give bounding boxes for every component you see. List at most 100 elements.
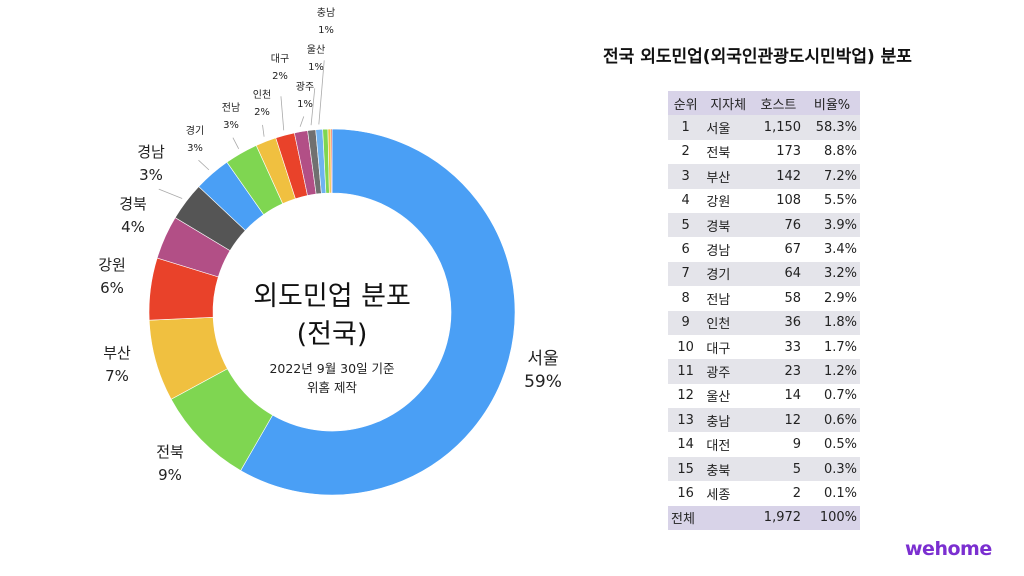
table-cell: 9 — [668, 310, 704, 335]
table-cell: 0.6% — [804, 408, 860, 433]
table-cell: 1.2% — [804, 359, 860, 384]
table-cell: 33 — [784, 339, 802, 355]
slice-pct-label: 1% — [318, 25, 334, 36]
table-row: 15 충북 5 0.3% — [668, 456, 860, 482]
table-cell: 경기 — [703, 261, 753, 287]
table-cell: 5 — [668, 212, 704, 238]
slice-서울 — [240, 128, 516, 496]
table-cell: 11 — [668, 359, 704, 384]
table-cell: 1 — [668, 115, 704, 140]
slice-label: 부산 — [103, 344, 131, 362]
table-cell: 0.3% — [804, 456, 860, 482]
table-cell: 경북 — [703, 212, 753, 238]
table-cell: 7 — [668, 261, 704, 287]
leader-line — [318, 60, 325, 125]
table-cell: 142 — [752, 164, 805, 189]
table-cell: 강원 — [706, 195, 731, 211]
table-cell: 173 — [776, 144, 802, 160]
slice-pct-label: 9% — [158, 466, 182, 484]
table-cell: 15 — [668, 456, 704, 482]
table-cell: 2.9% — [823, 290, 857, 306]
table-row: 5 경북 76 3.9% — [668, 212, 860, 238]
table-title: 전국 외도민업(외국인관광도시민박업) 분포 — [603, 47, 912, 67]
table-cell: 14 — [784, 388, 802, 404]
leader-line — [299, 116, 305, 127]
region-table: 순위 지자체 호스트 비율% 1 서울 1,150 58.3% 2 전북 173 8.8% 3 부산 14… — [668, 91, 860, 531]
slice-label: 경남 — [137, 143, 165, 161]
table-cell: 3.9% — [804, 212, 860, 238]
slice-pct-label: 3% — [187, 143, 203, 154]
leader-line — [232, 137, 240, 149]
slice-label: 서울 — [527, 349, 558, 369]
table-row: 3 부산 142 7.2% — [668, 164, 860, 189]
table-cell: 2 — [792, 485, 802, 501]
table-cell: 36 — [752, 310, 805, 335]
slice-label: 경북 — [119, 195, 147, 213]
slice-pct-label: 6% — [100, 279, 124, 297]
table-cell: 충북 — [703, 456, 753, 482]
table-cell: 12 — [677, 388, 694, 404]
chart-date-note: 2022년 9월 30일 기준 — [269, 361, 394, 376]
leader-line — [310, 88, 316, 126]
table-row: 14 대전 9 0.5% — [668, 432, 860, 456]
table-cell: 10 — [677, 339, 694, 355]
slice-pct-label: 2% — [272, 71, 288, 82]
table-cell: 서울 — [703, 115, 753, 140]
table-cell: 인천 — [703, 310, 753, 335]
table-cell: 2 — [681, 144, 690, 160]
table-cell: 전남 — [706, 292, 731, 308]
table-cell: 3.2% — [804, 261, 860, 287]
slice-label: 대구 — [271, 53, 289, 65]
slice-label: 광주 — [296, 81, 314, 93]
table-cell: 23 — [752, 359, 805, 384]
table-cell: 12 — [752, 408, 805, 433]
slice-pct-label: 7% — [105, 367, 129, 385]
table-cell: 1.8% — [804, 310, 860, 335]
slice-label: 경기 — [186, 124, 204, 137]
table-row: 8 전남 58 2.9% — [668, 286, 860, 310]
table-cell: 9 — [792, 437, 802, 453]
slice-label: 울산 — [307, 44, 325, 56]
column-header: 호스트 — [752, 91, 805, 116]
table-cell: 8.8% — [823, 144, 857, 160]
table-row: 11 광주 23 1.2% — [668, 359, 860, 384]
table-cell: 1,150 — [752, 115, 805, 140]
table-cell: 세종 — [706, 487, 731, 503]
slice-label: 전남 — [222, 102, 240, 114]
table-cell: 5.5% — [823, 193, 857, 209]
donut-chart: 서울59%전북9%부산7%강원6%경북4%경남3%경기3%전남3%인천2%대구2… — [98, 7, 562, 496]
table-row: 9 인천 36 1.8% — [668, 310, 860, 335]
table-cell: 58 — [784, 290, 802, 306]
table-cell: 14 — [677, 437, 694, 453]
column-header: 지자체 — [703, 91, 753, 116]
table-row: 7 경기 64 3.2% — [668, 261, 860, 287]
table-cell: 6 — [681, 242, 690, 258]
slice-세종 — [330, 128, 333, 194]
table-cell: 3.4% — [823, 242, 857, 258]
slice-pct-label: 3% — [139, 166, 163, 184]
table-cell: 7.2% — [804, 164, 860, 189]
table-row: 10 대구 33 1.7% — [668, 335, 860, 359]
table-cell: 5 — [752, 456, 805, 482]
column-header: 순위 — [668, 91, 704, 116]
leader-line — [280, 96, 285, 131]
slice-pct-label: 1% — [308, 62, 324, 73]
table-cell: 대전 — [706, 439, 731, 455]
table-cell: 0.5% — [823, 437, 857, 453]
table-cell: 3 — [668, 164, 704, 189]
table-cell: 108 — [776, 193, 802, 209]
table-cell: 8 — [681, 290, 690, 306]
table-row: 16 세종 2 0.1% — [668, 481, 860, 505]
table-cell: 경남 — [706, 244, 731, 260]
table-cell: 76 — [752, 212, 805, 238]
table-cell: 부산 — [703, 164, 753, 189]
table-row: 13 충남 12 0.6% — [668, 408, 860, 433]
leader-line — [198, 159, 210, 171]
table-cell: 충남 — [703, 408, 753, 433]
table-row: 1 서울 1,150 58.3% — [668, 115, 860, 140]
leader-line — [262, 124, 265, 137]
table-cell: 전북 — [706, 146, 731, 162]
chart-title: 외도민업 분포 — [253, 281, 411, 312]
slice-label: 인천 — [253, 89, 271, 101]
leader-line — [158, 188, 183, 199]
